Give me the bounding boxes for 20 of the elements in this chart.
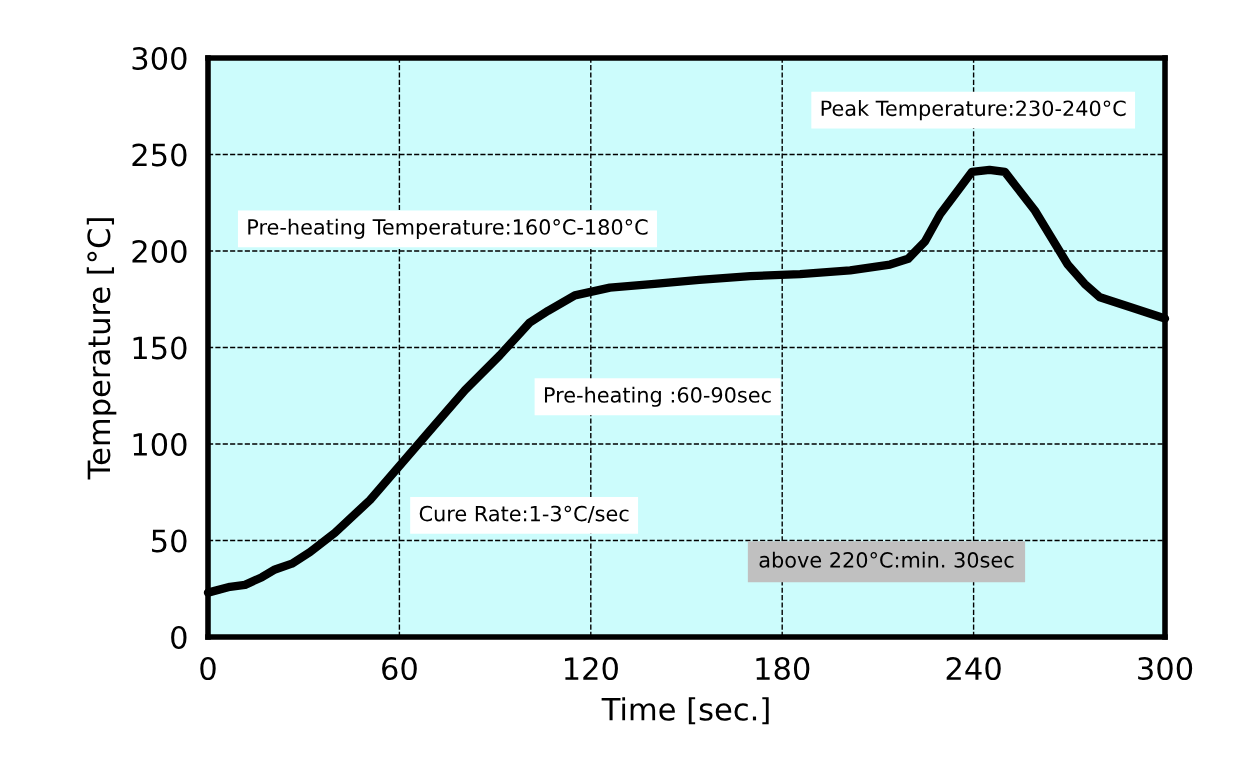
annotation: Pre-heating Temperature:160°C-180°C [248,218,648,239]
annotation: Peak Temperature:230-240°C [821,100,1126,121]
annotation: Cure Rate:1-3°C/sec [419,505,629,524]
y-tick-label: 150 [133,336,187,360]
x-tick-label: 60 [382,656,417,681]
y-tick-label: 300 [132,46,187,71]
y-tick-label: 50 [152,529,187,553]
x-tick-label: 0 [200,656,216,681]
annotation: above 220°C:min. 30sec [759,551,1014,568]
y-tick-label: 200 [132,239,187,264]
x-axis-title: Time [sec.] [601,697,769,725]
y-axis-title: Temperature [°C] [86,218,117,480]
annotation: Pre-heating :60-90sec [544,386,771,407]
y-tick-label: 100 [133,432,187,457]
x-tick-label: 300 [1138,656,1193,681]
y-tick-label: 0 [171,625,187,650]
x-tick-label: 240 [946,656,1001,681]
x-tick-label: 120 [564,656,618,681]
y-tick-label: 250 [132,143,187,167]
x-tick-label: 180 [756,656,810,681]
